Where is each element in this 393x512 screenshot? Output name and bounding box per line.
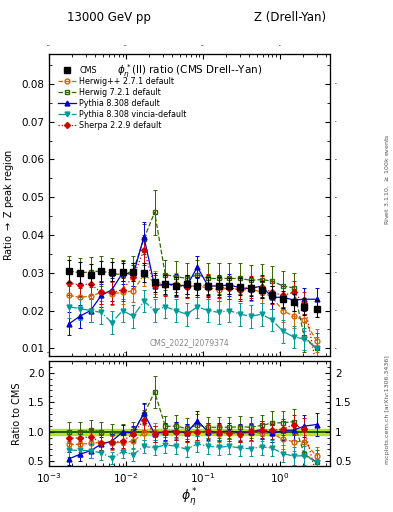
Legend: CMS, Herwig++ 2.7.1 default, Herwig 7.2.1 default, Pythia 8.308 default, Pythia : CMS, Herwig++ 2.7.1 default, Herwig 7.2.… — [56, 64, 189, 133]
Text: Rivet 3.1.10, $\geq$ 100k events: Rivet 3.1.10, $\geq$ 100k events — [383, 133, 391, 225]
Text: 13000 GeV pp: 13000 GeV pp — [67, 11, 151, 25]
Y-axis label: Ratio to CMS: Ratio to CMS — [12, 382, 22, 445]
Text: Z (Drell-Yan): Z (Drell-Yan) — [254, 11, 326, 25]
Text: mcplots.cern.ch [arXiv:1306.3436]: mcplots.cern.ch [arXiv:1306.3436] — [385, 355, 389, 464]
Text: CMS_2022_I2079374: CMS_2022_I2079374 — [150, 338, 230, 347]
Y-axis label: Ratio $\to$ Z peak region: Ratio $\to$ Z peak region — [2, 148, 16, 261]
Text: $\phi^*_\eta$(ll) ratio (CMS Drell--Yan): $\phi^*_\eta$(ll) ratio (CMS Drell--Yan) — [117, 63, 262, 80]
X-axis label: $\phi^*_\eta$: $\phi^*_\eta$ — [181, 486, 198, 508]
Bar — [49, 429, 330, 435]
